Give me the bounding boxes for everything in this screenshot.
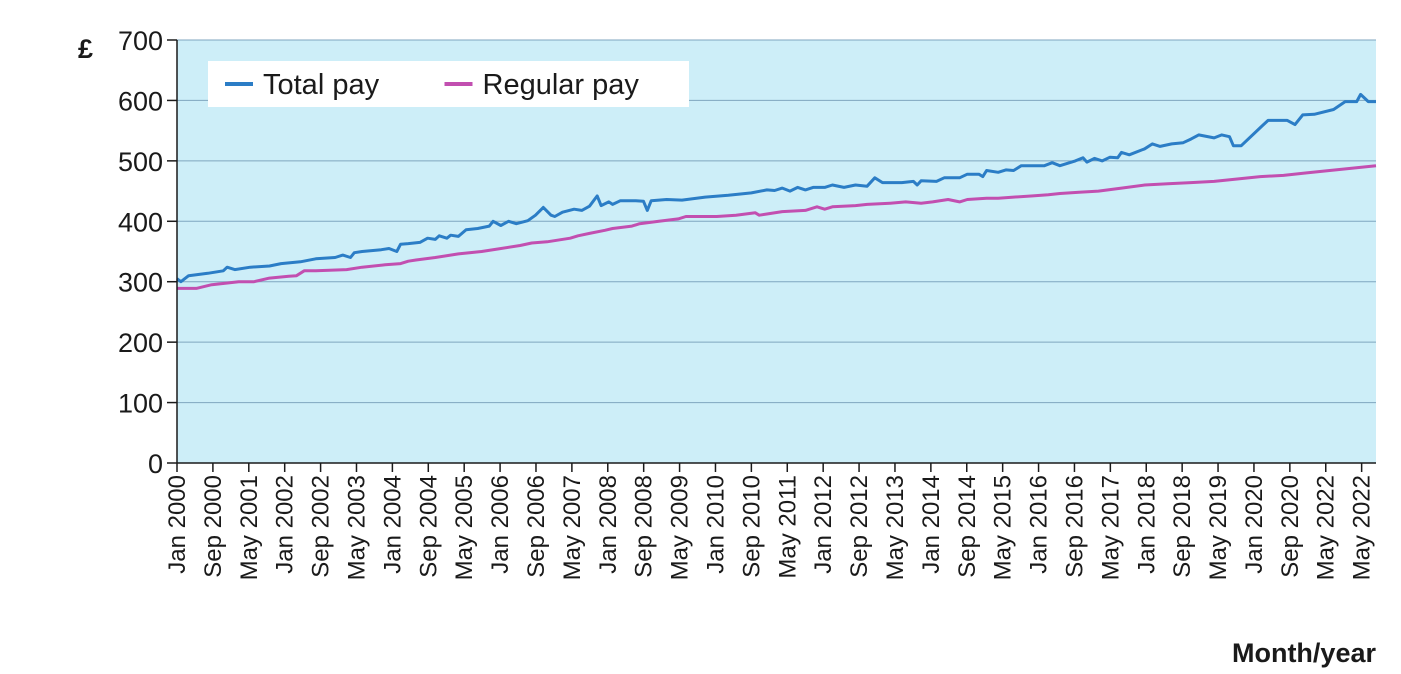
x-tick-label: Jan 2012	[810, 475, 837, 574]
x-tick-label: Jan 2006	[487, 475, 514, 574]
x-tick-label: May 2019	[1205, 475, 1232, 580]
x-tick-label: May 2022	[1349, 475, 1376, 580]
x-tick-label: Sep 2020	[1277, 475, 1304, 578]
x-tick-label: Sep 2018	[1169, 475, 1196, 578]
x-tick-label: Jan 2020	[1241, 475, 1268, 574]
x-tick-label: May 2001	[236, 475, 263, 580]
x-tick-label: Sep 2006	[523, 475, 550, 578]
series-line-regular-pay	[177, 164, 1377, 290]
x-tick-label: Jan 2016	[1026, 475, 1053, 574]
x-tick-label: Jan 2018	[1133, 475, 1160, 574]
x-tick-label: Jan 2000	[164, 475, 191, 574]
x-tick-label: Sep 2010	[738, 475, 765, 578]
x-tick-label: May 2022	[1313, 475, 1340, 580]
y-tick-label: 600	[118, 86, 163, 116]
y-tick-label: 400	[118, 207, 163, 237]
x-tick-label: Sep 2014	[954, 475, 981, 578]
x-tick-label: Jan 2002	[272, 475, 299, 574]
x-tick-label: Sep 2008	[631, 475, 658, 578]
x-tick-label: Sep 2002	[308, 475, 335, 578]
x-tick-label: Jan 2010	[702, 475, 729, 574]
x-tick-label: May 2015	[990, 475, 1017, 580]
x-tick-label: Sep 2012	[846, 475, 873, 578]
y-tick-label: 300	[118, 268, 163, 298]
x-tick-label: Sep 2004	[415, 475, 442, 578]
x-tick-label: May 2005	[451, 475, 478, 580]
y-tick-label: 200	[118, 328, 163, 358]
x-tick-label: Jan 2014	[918, 475, 945, 574]
y-tick-label: 500	[118, 147, 163, 177]
y-tick-label: 100	[118, 389, 163, 419]
x-tick-label: Sep 2016	[1061, 475, 1088, 578]
legend-label: Regular pay	[483, 69, 640, 101]
x-tick-label: May 2003	[343, 475, 370, 580]
y-tick-label: 700	[118, 26, 163, 56]
x-tick-label: May 2017	[1097, 475, 1124, 580]
x-tick-label: May 2011	[774, 475, 801, 579]
x-tick-label: Jan 2008	[595, 475, 622, 574]
y-tick-label: 0	[148, 449, 163, 479]
x-axis-title: Month/year	[1232, 638, 1377, 668]
x-tick-label: May 2013	[882, 475, 909, 580]
y-unit-label: £	[78, 34, 93, 64]
series-line-total-pay	[176, 92, 1376, 284]
x-tick-label: May 2009	[667, 475, 694, 580]
x-tick-label: Sep 2000	[200, 475, 227, 578]
legend-label: Total pay	[263, 69, 380, 101]
x-tick-label: Jan 2004	[379, 475, 406, 574]
x-tick-label: May 2007	[559, 475, 586, 580]
